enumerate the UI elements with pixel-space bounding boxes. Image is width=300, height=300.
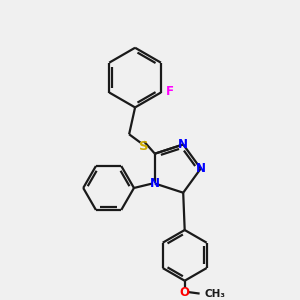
Text: F: F (166, 85, 174, 98)
Text: N: N (178, 138, 188, 151)
Text: N: N (150, 177, 160, 190)
Text: N: N (196, 162, 206, 175)
Text: O: O (180, 286, 190, 298)
Text: S: S (139, 140, 149, 153)
Text: CH₃: CH₃ (204, 289, 225, 298)
